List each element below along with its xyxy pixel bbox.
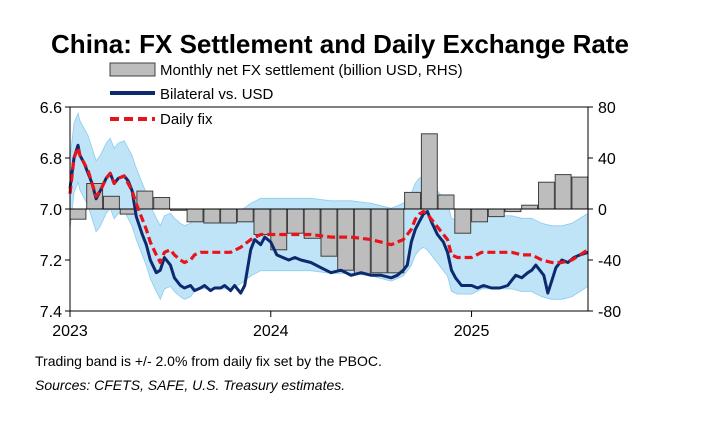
- footnote-text: Trading band is +/- 2.0% from daily fix …: [35, 353, 382, 369]
- right-axis-tick-label: -40: [598, 253, 621, 270]
- settlement-bar: [136, 190, 154, 210]
- settlement-bar: [337, 208, 355, 271]
- settlement-bar: [571, 176, 589, 210]
- left-axis-tick-label: 7.4: [40, 304, 62, 321]
- settlement-bar: [236, 208, 254, 223]
- right-axis-tick-label: 80: [598, 100, 616, 117]
- settlement-bar: [203, 208, 221, 224]
- right-axis-tick-label: 40: [598, 151, 616, 168]
- settlement-bar: [153, 197, 171, 210]
- settlement-bar: [220, 208, 238, 224]
- x-axis-tick-label: 2024: [253, 323, 289, 340]
- x-axis-tick-label: 2023: [52, 323, 88, 340]
- legend-label-settlement: Monthly net FX settlement (billion USD, …: [160, 62, 463, 79]
- settlement-bar: [487, 208, 505, 218]
- legend-label-fix: Daily fix: [160, 111, 213, 128]
- settlement-bar: [538, 181, 555, 210]
- settlement-bar: [420, 133, 438, 210]
- legend: Monthly net FX settlement (billion USD, …: [109, 62, 463, 128]
- settlement-bar: [320, 208, 338, 257]
- legend-label-bilateral: Bilateral vs. USD: [160, 86, 274, 103]
- settlement-bar: [287, 208, 304, 234]
- settlement-bar: [353, 208, 371, 275]
- source-text: Sources: CFETS, SAFE, U.S. Treasury esti…: [35, 377, 345, 393]
- settlement-bar: [253, 208, 271, 235]
- left-axis-tick-label: 7.0: [40, 202, 62, 219]
- settlement-bar: [554, 174, 572, 210]
- x-axis-tick-label: 2025: [454, 323, 490, 340]
- settlement-bar: [521, 204, 539, 210]
- settlement-bar: [186, 208, 204, 223]
- plot-area: 6.6 6.8 7.0 7.2 7.4 80 40 0 -40 -80 2023 2024 2025: [40, 100, 621, 340]
- settlement-bar: [454, 208, 472, 234]
- settlement-bars: [69, 133, 589, 275]
- legend-swatch-settlement: [109, 62, 156, 77]
- chart-title: China: FX Settlement and Daily Exchange …: [51, 29, 629, 59]
- settlement-bar: [404, 191, 422, 210]
- bilateral-series-line: [68, 143, 589, 295]
- settlement-bar: [437, 194, 455, 210]
- right-axis-tick-label: -80: [598, 304, 621, 321]
- right-axis-tick-label: 0: [598, 202, 607, 219]
- left-axis-tick-label: 6.8: [40, 151, 62, 168]
- left-axis-tick-label: 6.6: [40, 100, 62, 117]
- settlement-bar: [103, 195, 120, 210]
- left-axis-tick-label: 7.2: [40, 253, 62, 270]
- settlement-bar: [69, 208, 87, 220]
- settlement-bar: [471, 208, 489, 223]
